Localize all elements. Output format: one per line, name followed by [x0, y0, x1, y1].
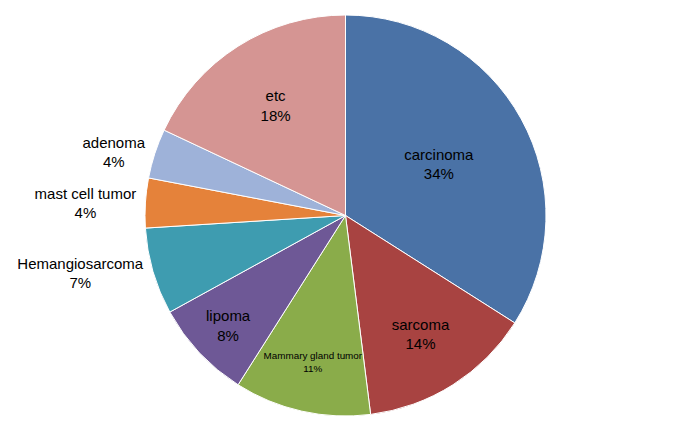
svg-text:etc18%: etc18%: [261, 87, 291, 124]
svg-text:carcinoma34%: carcinoma34%: [404, 146, 474, 183]
svg-text:adenoma4%: adenoma4%: [82, 134, 145, 171]
svg-text:Mammary gland tumor11%: Mammary gland tumor11%: [264, 350, 363, 374]
svg-text:Hemangiosarcoma7%: Hemangiosarcoma7%: [17, 255, 144, 292]
svg-text:mast cell tumor4%: mast cell tumor4%: [35, 185, 137, 222]
svg-text:lipoma8%: lipoma8%: [206, 307, 251, 344]
svg-text:sarcoma14%: sarcoma14%: [392, 316, 450, 353]
